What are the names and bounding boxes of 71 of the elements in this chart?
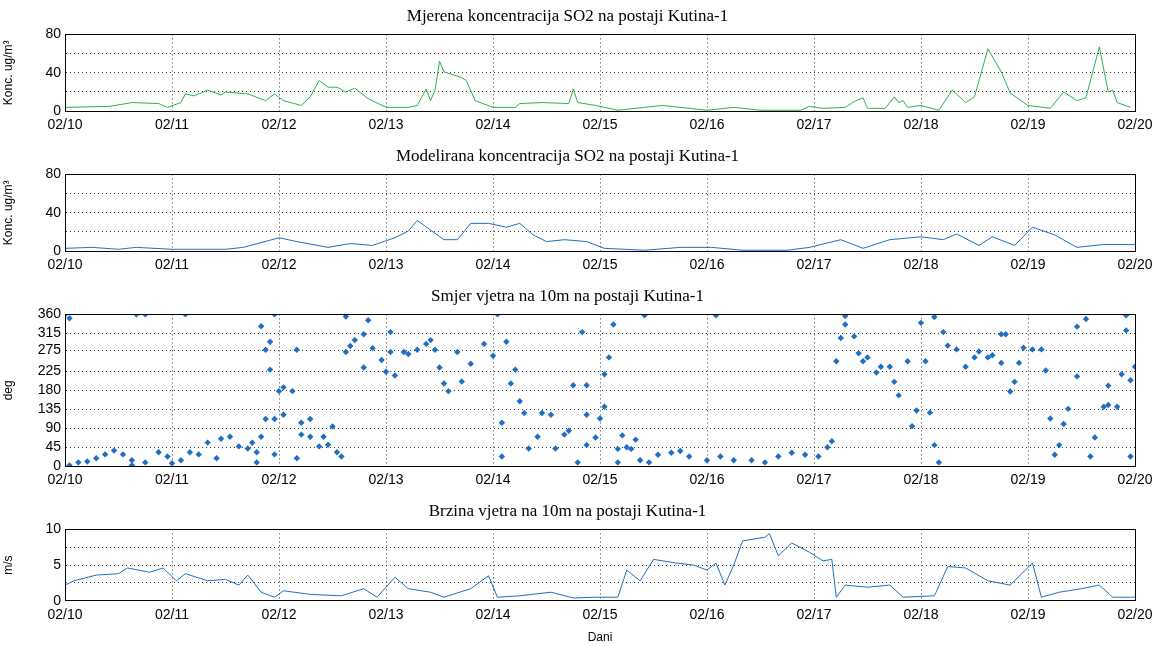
x-tick-label: 02/15	[582, 471, 618, 488]
x-tick-label: 02/15	[582, 256, 618, 273]
x-tick-label: 02/18	[903, 471, 939, 488]
x-tick-label: 02/19	[1010, 471, 1046, 488]
y-tick-label: 315	[37, 324, 62, 341]
x-tick-label: 02/14	[475, 116, 511, 133]
y-tick-label: 225	[37, 362, 62, 379]
x-tick-label: 02/14	[475, 256, 511, 273]
x-tick-label: 02/17	[796, 606, 832, 623]
x-tick-label: 02/14	[475, 606, 511, 623]
x-tick-label: 02/11	[155, 256, 190, 273]
x-tick-label: 02/11	[155, 606, 190, 623]
y-tick-label: 80	[45, 165, 62, 182]
y-tick-label: 360	[37, 305, 62, 322]
y-tick-label: 45	[45, 438, 62, 455]
y-tick-label: 40	[45, 63, 62, 80]
x-tick-label: 02/17	[796, 256, 832, 273]
x-tick-label: 02/12	[261, 116, 297, 133]
x-tick-label: 02/13	[368, 606, 404, 623]
x-tick-label: 02/19	[1010, 606, 1046, 623]
y-tick-label: 40	[45, 203, 62, 220]
y-axis-title: deg	[0, 380, 15, 401]
x-tick-label: 02/16	[689, 256, 725, 273]
x-tick-label: 02/20	[1117, 471, 1153, 488]
x-tick-label: 02/16	[689, 471, 725, 488]
x-tick-label: 02/10	[47, 256, 83, 273]
y-tick-label: 0	[53, 102, 62, 119]
y-tick-label: 0	[53, 242, 62, 259]
x-tick-label: 02/12	[261, 256, 297, 273]
x-tick-label: 02/19	[1010, 256, 1046, 273]
y-tick-label: 0	[53, 591, 62, 608]
x-tick-label: 02/18	[903, 606, 939, 623]
y-axis-title: Konc. ug/m³	[0, 180, 15, 246]
x-tick-label: 02/18	[903, 116, 939, 133]
chart-title: Mjerena koncentracija SO2 na postaji Kutina-1	[406, 5, 729, 25]
x-tick-label: 02/17	[796, 116, 832, 133]
y-tick-label: 275	[37, 341, 62, 358]
chart-title: Brzina vjetra na 10m na postaji Kutina-1	[428, 500, 707, 520]
x-tick-label: 02/10	[47, 116, 83, 133]
x-tick-label: 02/11	[155, 471, 190, 488]
x-tick-label: 02/20	[1117, 256, 1153, 273]
chart-title: Modelirana koncentracija SO2 na postaji Kutina-1	[395, 145, 740, 165]
x-axis-title: Dani	[587, 630, 613, 645]
y-axis-title: Konc. ug/m³	[0, 40, 15, 106]
x-tick-label: 02/15	[582, 606, 618, 623]
x-tick-label: 02/13	[368, 256, 404, 273]
x-tick-label: 02/14	[475, 471, 511, 488]
y-tick-label: 0	[53, 457, 62, 474]
y-tick-label: 180	[37, 381, 62, 398]
x-tick-label: 02/13	[368, 116, 404, 133]
y-axis-title: m/s	[0, 555, 15, 575]
y-tick-label: 5	[53, 555, 62, 572]
x-tick-label: 02/16	[689, 606, 725, 623]
x-tick-label: 02/10	[47, 606, 83, 623]
x-tick-label: 02/18	[903, 256, 939, 273]
x-tick-label: 02/20	[1117, 606, 1153, 623]
y-tick-label: 80	[45, 25, 62, 42]
x-tick-label: 02/20	[1117, 116, 1153, 133]
x-tick-label: 02/12	[261, 471, 297, 488]
y-tick-label: 10	[45, 520, 62, 537]
x-tick-label: 02/19	[1010, 116, 1046, 133]
x-tick-label: 02/11	[155, 116, 190, 133]
x-tick-label: 02/15	[582, 116, 618, 133]
x-tick-label: 02/13	[368, 471, 404, 488]
x-tick-label: 02/16	[689, 116, 725, 133]
x-tick-label: 02/12	[261, 606, 297, 623]
x-tick-label: 02/10	[47, 471, 83, 488]
x-tick-label: 02/17	[796, 471, 832, 488]
y-tick-label: 90	[45, 419, 62, 436]
y-tick-label: 135	[37, 400, 62, 417]
chart-title: Smjer vjetra na 10m na postaji Kutina-1	[431, 285, 704, 305]
